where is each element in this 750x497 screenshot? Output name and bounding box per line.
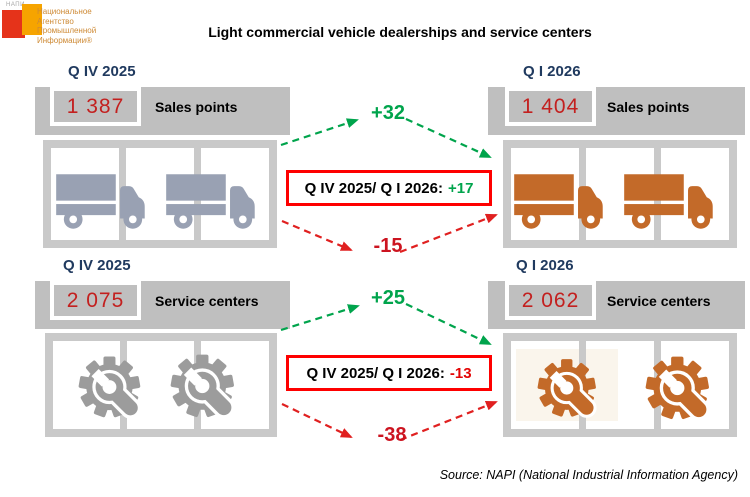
decrease-arrow <box>281 403 353 438</box>
logo-line-4: Информации® <box>37 35 93 45</box>
logo-line-3: Промышленной <box>37 26 97 35</box>
sales-comparison-box: Q IV 2025/ Q I 2026: +17 <box>286 170 492 206</box>
gear-wrench-icon <box>170 354 235 419</box>
service-comparison-label: Q IV 2025/ Q I 2026: <box>306 364 445 382</box>
page-title: Light commercial vehicle dealerships and… <box>208 24 592 40</box>
decrease-arrow <box>281 219 353 252</box>
metric-label-service-after: Service centers <box>607 293 711 309</box>
logo-red-square-icon <box>2 10 25 38</box>
service-closed-delta: -38 <box>377 424 407 446</box>
sales-closed-delta: -15 <box>373 235 403 257</box>
logo-orange-square-icon <box>22 4 42 35</box>
logo-wordmark: Национальное Агентство Промышленной Инфо… <box>37 7 96 45</box>
value-box-sales-before: 1 387 <box>50 87 141 126</box>
service-comparison-box: Q IV 2025/ Q I 2026: -13 <box>286 355 492 391</box>
sales-opened-delta: +32 <box>371 102 405 124</box>
sales-comparison-label: Q IV 2025/ Q I 2026: <box>304 179 443 197</box>
gear-wrench-icon <box>645 356 710 421</box>
value-sales-before: 1 387 <box>66 94 125 118</box>
logo-line-1: Национальное <box>37 7 92 16</box>
value-box-service-before: 2 075 <box>50 281 141 320</box>
value-sales-after: 1 404 <box>521 94 580 118</box>
service-opened-delta: +25 <box>371 287 405 309</box>
metric-label-sales-after: Sales points <box>607 99 690 115</box>
logo-abbr-text: НАПИ <box>6 2 25 8</box>
gear-wrench-icon <box>78 356 142 419</box>
value-box-sales-after: 1 404 <box>505 87 596 126</box>
value-box-service-after: 2 062 <box>505 281 596 320</box>
period-label-service-before: Q IV 2025 <box>63 257 131 274</box>
metric-label-service-before: Service centers <box>155 293 259 309</box>
value-service-before: 2 075 <box>66 288 125 312</box>
period-label-sales-before: Q IV 2025 <box>68 63 136 80</box>
source-note: Source: NAPI (National Industrial Inform… <box>439 468 738 482</box>
period-label-service-after: Q I 2026 <box>516 257 574 274</box>
truck-icon <box>166 174 255 229</box>
truck-icon <box>514 174 603 229</box>
increase-arrow <box>280 304 360 332</box>
increase-arrow <box>405 303 492 345</box>
gear-wrench-icon <box>537 359 597 418</box>
period-label-sales-after: Q I 2026 <box>523 63 581 80</box>
truck-icon <box>56 174 145 229</box>
increase-arrow <box>405 117 492 159</box>
increase-arrow <box>280 118 359 147</box>
service-net-change: -13 <box>449 364 472 382</box>
value-service-after: 2 062 <box>521 288 580 312</box>
logo-line-2: Агентство <box>37 16 74 26</box>
metric-label-sales-before: Sales points <box>155 99 238 115</box>
sales-net-change: +17 <box>447 179 474 197</box>
truck-icon <box>624 174 713 229</box>
